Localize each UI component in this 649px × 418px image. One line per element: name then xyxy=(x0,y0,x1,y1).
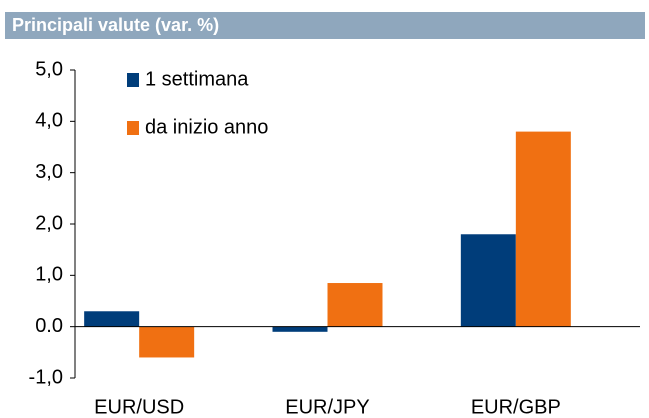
chart-title: Principali valute (var. %) xyxy=(12,15,219,35)
y-tick-label: 5,0 xyxy=(35,58,63,80)
y-tick-label: 0.0 xyxy=(35,315,63,337)
y-tick-label: 2,0 xyxy=(35,212,63,234)
y-tick-label: 1,0 xyxy=(35,264,63,286)
legend-swatch xyxy=(127,73,139,87)
bar xyxy=(139,326,195,358)
x-tick-label: EUR/USD xyxy=(94,396,184,418)
legend-swatch xyxy=(127,121,139,135)
title-bar xyxy=(5,12,645,39)
y-tick-label: 4,0 xyxy=(35,110,63,132)
legend-label: da inizio anno xyxy=(145,116,268,138)
y-tick-label: -1,0 xyxy=(29,366,63,388)
legend-label: 1 settimana xyxy=(145,68,249,90)
x-tick-label: EUR/GBP xyxy=(471,396,561,418)
bar xyxy=(327,283,383,327)
bar xyxy=(272,326,328,332)
x-tick-label: EUR/JPY xyxy=(285,396,369,418)
bar xyxy=(84,311,140,327)
y-tick-label: 3,0 xyxy=(35,161,63,183)
bar xyxy=(460,234,516,327)
bar xyxy=(515,131,571,327)
